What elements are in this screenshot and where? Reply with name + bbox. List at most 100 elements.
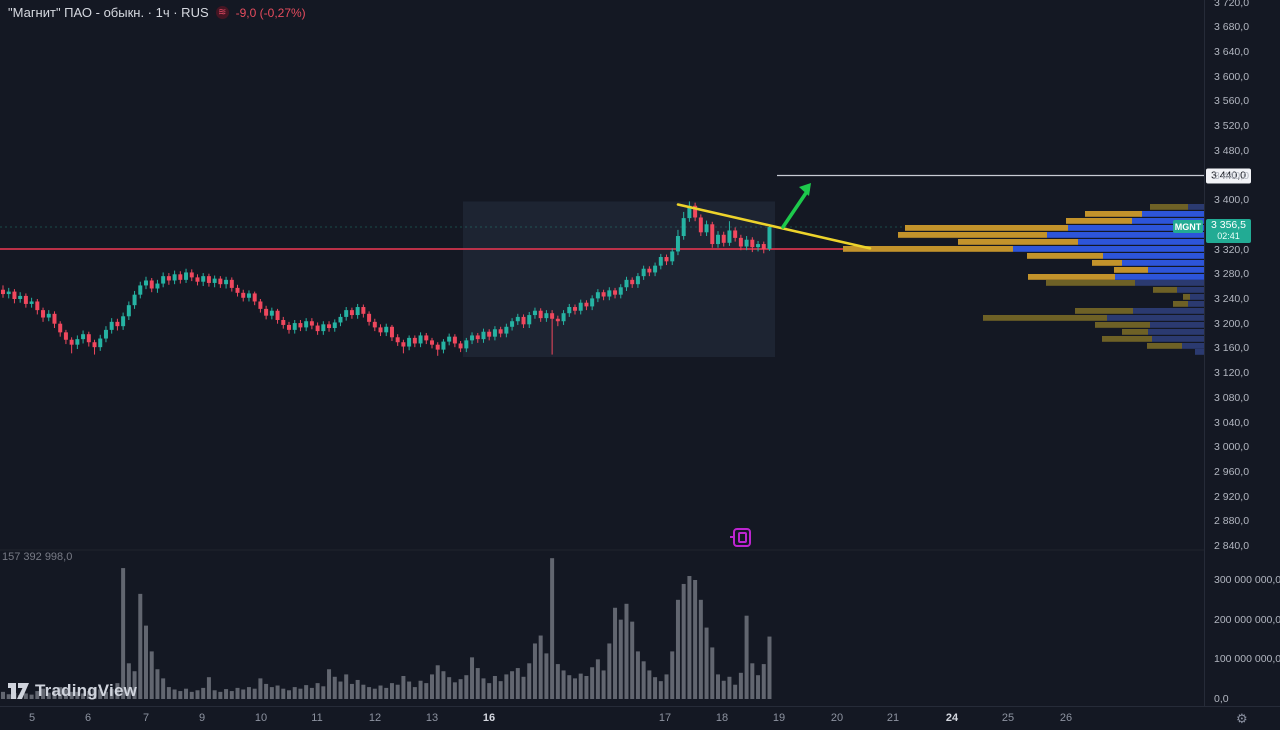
volume-bar <box>555 664 560 699</box>
price-axis[interactable]: 3 440,0 3 356,5 02:41 3 720,0 3 680,0 3 64… <box>1204 0 1280 706</box>
current-price-label: 3 356,5 02:41 <box>1206 219 1251 244</box>
volume-profile-gold-bar <box>1150 204 1188 210</box>
candle-body <box>435 344 440 350</box>
price-tick-label: 2 840,0 <box>1214 540 1250 552</box>
symbol-title[interactable]: "Магнит" ПАО - обыкн. · 1ч · RUS <box>8 5 209 20</box>
volume-profile-gold-bar <box>1122 329 1148 335</box>
volume-bar <box>58 687 63 699</box>
candle-body <box>98 338 103 348</box>
tradingview-logo[interactable]: TradingView <box>8 681 137 701</box>
volume-bar <box>578 673 583 699</box>
time-axis[interactable]: ⚙ 5 6 7 9 10 11 12 13 16 17 18 19 20 21 24 25 26 <box>0 706 1280 730</box>
candle-body <box>424 335 429 341</box>
candle-body <box>46 313 51 318</box>
volume-profile-blue-bar <box>1130 218 1204 224</box>
event-marker-glyph <box>737 532 747 543</box>
price-tick-label: 3 280,0 <box>1214 268 1250 281</box>
volume-bar <box>235 687 240 699</box>
volume-bar <box>693 579 698 699</box>
candle-body <box>584 302 589 307</box>
volume-profile-gold-bar <box>1028 274 1115 280</box>
volume-tick-label: 200 000 000,0 <box>1214 613 1280 626</box>
volume-bar <box>23 693 28 699</box>
volume-bar <box>538 635 543 699</box>
candle-body <box>573 307 577 311</box>
candle-body <box>252 293 257 302</box>
volume-bar <box>681 583 686 699</box>
volume-profile-blue-bar <box>1013 246 1204 252</box>
price-tick-label: 3 400,0 <box>1214 194 1250 207</box>
volume-profile-blue-bar <box>1177 287 1204 293</box>
yellow-trendline[interactable] <box>676 203 872 250</box>
volume-bar <box>573 678 577 699</box>
volume-bar <box>115 683 120 699</box>
volume-bar <box>178 691 183 699</box>
volume-bar <box>252 688 257 699</box>
volume-profile-gold-bar <box>1183 294 1190 300</box>
candle-body <box>281 319 286 325</box>
volume-bar <box>670 651 675 699</box>
candle-body <box>458 343 463 349</box>
event-marker-icon[interactable] <box>730 528 751 547</box>
time-tick-label: 24 <box>945 712 959 724</box>
current-price-value: 3 356,5 <box>1210 219 1247 232</box>
ticker-chip: MGNT <box>1173 220 1203 233</box>
time-tick-label: 20 <box>830 712 844 724</box>
volume-bar <box>229 691 234 699</box>
candle-body <box>521 316 526 325</box>
volume-bar <box>510 671 515 699</box>
candle-body <box>41 310 46 318</box>
candle-body <box>384 326 389 333</box>
volume-bar <box>464 675 469 699</box>
symbol-header[interactable]: "Магнит" ПАО - обыкн. · 1ч · RUS ≋ -9,0 … <box>8 5 306 20</box>
candle-body <box>304 321 309 328</box>
settings-gear-icon[interactable]: ⚙ <box>1236 711 1248 726</box>
green-arrow-shaft[interactable] <box>781 188 810 229</box>
volume-bar <box>344 674 349 699</box>
time-tick-label: 13 <box>425 712 439 724</box>
chart-canvas[interactable] <box>0 0 1204 706</box>
volume-profile-blue-bar <box>1148 267 1204 273</box>
volume-bar <box>81 693 86 699</box>
volume-bar <box>641 661 646 699</box>
volume-bar <box>258 678 263 699</box>
volume-bar <box>664 674 669 699</box>
candle-body <box>653 265 658 273</box>
volume-bar <box>138 593 143 699</box>
candle-body <box>344 310 349 317</box>
volume-profile-blue-bar <box>1152 336 1204 342</box>
price-tick-label: 3 160,0 <box>1214 342 1250 355</box>
price-tick-label: 3 480,0 <box>1214 144 1250 157</box>
green-arrow-head[interactable] <box>799 183 811 196</box>
candle-body <box>292 323 297 330</box>
candle-body <box>6 291 11 295</box>
volume-bar <box>412 687 417 699</box>
volume-profile-gold-bar <box>1027 253 1103 259</box>
volume-profile-gold-bar <box>1075 308 1133 314</box>
candle-body <box>58 323 63 333</box>
volume-bar <box>487 683 492 699</box>
volume-bar <box>109 689 114 699</box>
time-tick-label: 26 <box>1059 712 1073 724</box>
candle-body <box>315 325 320 332</box>
candle-body <box>470 335 475 341</box>
volume-bar <box>332 676 337 699</box>
time-tick-label: 21 <box>886 712 900 724</box>
volume-tick-label: 300 000 000,0 <box>1214 573 1280 586</box>
volume-bar <box>710 647 715 699</box>
candle-body <box>430 340 434 345</box>
candle-body <box>92 342 97 348</box>
candle-body <box>515 316 520 322</box>
volume-bar <box>29 694 34 699</box>
candle-body <box>86 334 91 343</box>
volume-bar <box>166 687 171 699</box>
volume-profile-blue-bar <box>1135 280 1204 286</box>
volume-bar <box>395 684 400 699</box>
candle-body <box>532 310 537 316</box>
candle-body <box>561 313 566 322</box>
tradingview-logo-icon <box>8 683 29 699</box>
volume-profile-gold-bar <box>1046 280 1135 286</box>
candle-body <box>103 329 108 339</box>
delayed-data-icon: ≋ <box>215 6 229 19</box>
volume-profile-gold-bar <box>1173 301 1188 307</box>
